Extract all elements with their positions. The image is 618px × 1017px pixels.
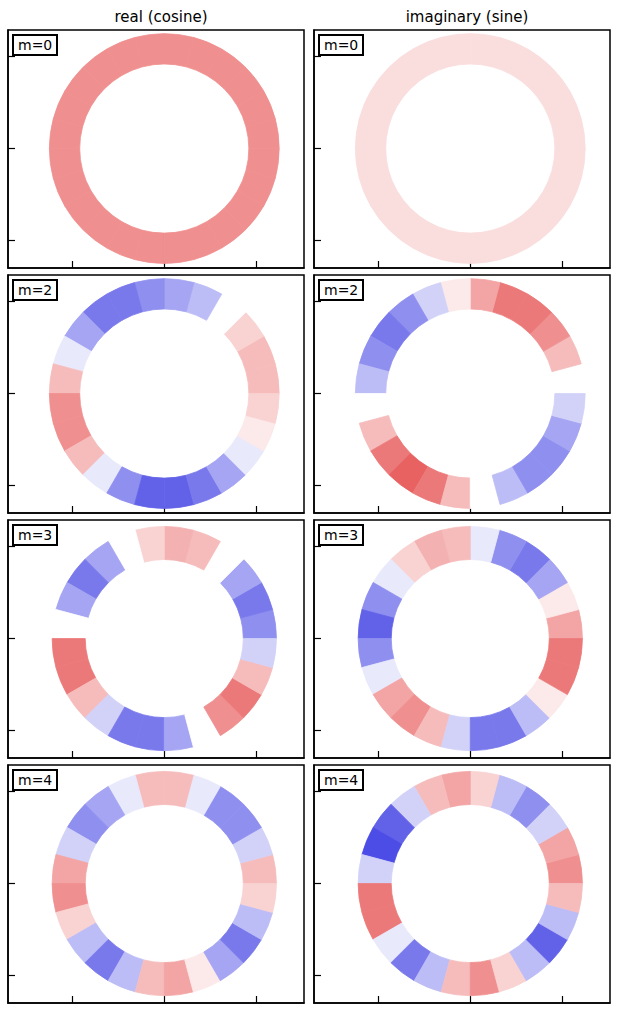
svg-text:m=0: m=0	[18, 37, 52, 53]
svg-text:real (cosine): real (cosine)	[114, 8, 207, 26]
svg-text:m=3: m=3	[324, 527, 358, 543]
svg-text:m=3: m=3	[18, 527, 52, 543]
svg-text:m=4: m=4	[324, 772, 358, 788]
svg-text:m=2: m=2	[18, 282, 52, 298]
svg-text:imaginary (sine): imaginary (sine)	[406, 8, 529, 26]
svg-text:m=4: m=4	[18, 772, 52, 788]
svg-text:m=0: m=0	[324, 37, 358, 53]
svg-text:m=2: m=2	[324, 282, 358, 298]
